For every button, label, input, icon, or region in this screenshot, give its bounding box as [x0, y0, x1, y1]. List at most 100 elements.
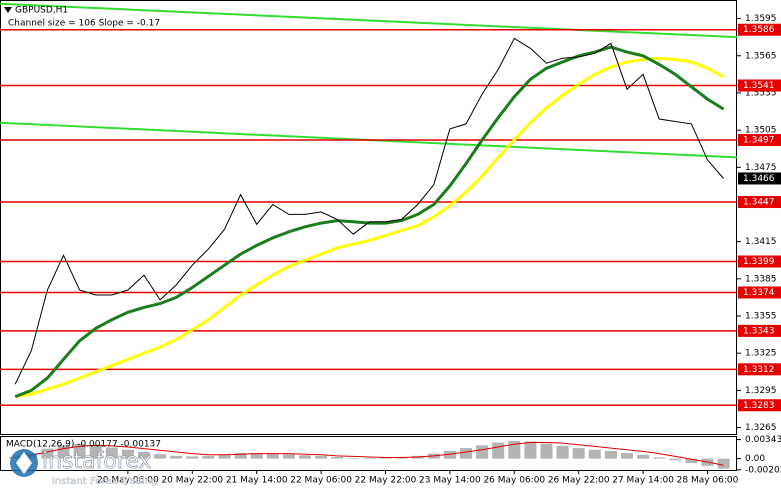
macd-title: MACD(12,26,9) -0.00177 -0.00137	[6, 440, 161, 450]
y-tick-label: 1.3535	[745, 88, 777, 98]
macd-bar	[234, 453, 247, 459]
x-tick-label: 22 May 06:00	[290, 476, 352, 486]
macd-bar	[685, 458, 698, 464]
y-tick-label: 1.3415	[745, 237, 777, 247]
macd-bar	[89, 445, 102, 459]
macd-bar	[266, 453, 279, 459]
macd-bar	[476, 445, 489, 459]
level-label: 1.3497	[743, 136, 775, 146]
main-panel	[0, 0, 737, 435]
macd-bar	[315, 455, 328, 459]
macd-bar	[41, 448, 54, 459]
macd-bar	[669, 458, 682, 461]
macd-bar	[154, 454, 167, 459]
level-label-box	[738, 286, 781, 299]
y-tick-label: 1.3475	[745, 163, 777, 173]
level-label: 1.3586	[743, 25, 775, 35]
signal-line	[15, 442, 724, 466]
y-tick-label: 1.3505	[745, 126, 777, 136]
x-tick-label: 22 May 22:00	[355, 476, 417, 486]
macd-bar	[379, 457, 392, 459]
macd-bar	[508, 440, 521, 459]
level-label: 1.3541	[743, 81, 775, 91]
y-tick-label: 1.3595	[745, 14, 777, 24]
macd-bar	[121, 449, 134, 459]
macd-bar	[492, 442, 505, 459]
y-tick-label: 1.3565	[745, 51, 777, 61]
macd-bar	[717, 458, 730, 469]
level-label-box	[738, 134, 781, 147]
macd-bar	[588, 449, 601, 459]
x-tick-label: 20 May 06:00	[97, 476, 159, 486]
x-tick-label: 20 May 22:00	[161, 476, 223, 486]
chart-title: GBPUSD,H1	[15, 6, 68, 16]
level-label-box	[738, 363, 781, 376]
title-icon	[4, 7, 12, 13]
macd-panel	[0, 436, 737, 471]
macd-bar	[105, 447, 118, 459]
logo: instaforex Instant Forex Trading	[10, 449, 157, 487]
y-tick-label: 1.3265	[745, 423, 777, 433]
macd-bar	[572, 448, 585, 459]
x-tick-label: 28 May 06:00	[677, 476, 739, 486]
macd-bar	[653, 457, 666, 459]
y-tick-label: 0.00343	[745, 435, 781, 445]
channel-line	[0, 2, 738, 39]
logo-brand: instaforex	[42, 449, 152, 474]
macd-bar	[347, 458, 360, 459]
macd-bar	[331, 456, 344, 459]
x-tick-label: 21 May 14:00	[226, 476, 288, 486]
macd-bar	[621, 453, 633, 459]
macd-bar	[604, 450, 617, 459]
macd-bar	[218, 454, 231, 459]
level-label: 1.3283	[743, 401, 775, 411]
y-tick-label: 1.3355	[745, 312, 777, 322]
macd-bar	[443, 450, 456, 459]
price-line	[14, 45, 725, 398]
macd-bar	[299, 455, 311, 459]
x-tick-label: 23 May 14:00	[419, 476, 481, 486]
price-line	[14, 37, 724, 385]
y-tick-label: 1.3325	[745, 349, 777, 359]
logo-tagline: Instant Forex Trading	[52, 476, 157, 487]
y-tick-label: 0.00	[745, 454, 765, 464]
macd-bar	[540, 443, 553, 459]
chart-subtitle: Channel size = 106 Slope = -0.17	[8, 19, 160, 29]
macd-bar	[556, 445, 569, 459]
level-label: 1.3374	[743, 288, 775, 298]
level-label-box	[738, 324, 781, 337]
macd-bar	[202, 455, 215, 459]
macd-bar	[637, 454, 650, 459]
macd-bar	[73, 444, 86, 459]
macd-bar	[363, 458, 376, 459]
x-tick-label: 27 May 14:00	[612, 476, 674, 486]
macd-bar	[250, 453, 263, 459]
x-tick-label: 26 May 06:00	[483, 476, 545, 486]
level-label-box	[738, 79, 781, 92]
macd-bar	[170, 455, 183, 459]
macd-bar	[138, 451, 150, 459]
level-label: 1.3343	[743, 326, 775, 336]
y-tick-label: 1.3385	[745, 274, 777, 284]
last-price-box	[738, 172, 781, 185]
level-label: 1.3447	[743, 198, 775, 208]
level-label: 1.3399	[743, 257, 775, 267]
x-tick-label: 26 May 22:00	[548, 476, 610, 486]
level-label-box	[738, 255, 781, 268]
logo-mark	[16, 452, 32, 474]
y-tick-label: -0.00202	[745, 465, 781, 475]
level-label: 1.3312	[743, 365, 775, 375]
macd-bar	[282, 454, 295, 459]
macd-bar	[186, 456, 199, 459]
level-label-box	[738, 399, 781, 412]
y-tick-label: 1.3295	[745, 386, 777, 396]
price-line	[14, 56, 725, 399]
last-price-label: 1.3466	[743, 174, 775, 184]
macd-bar	[524, 441, 537, 459]
level-label-box	[738, 23, 781, 36]
macd-bar	[460, 448, 472, 459]
level-label-box	[738, 196, 781, 209]
